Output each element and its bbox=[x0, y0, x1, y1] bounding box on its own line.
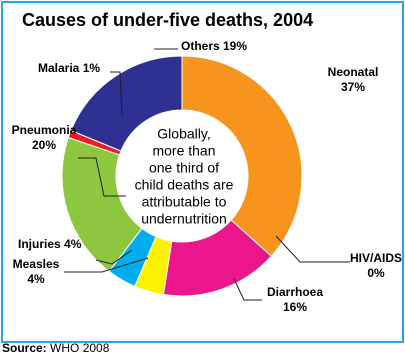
leader-line-diarrhoea bbox=[233, 278, 262, 301]
slice-label-pneumonia: Pneumonia bbox=[12, 123, 77, 137]
donut-chart: Causes of under-five deaths, 2004 Neonat… bbox=[12, 10, 402, 314]
slice-label-pneumonia: 20% bbox=[32, 138, 56, 152]
slice-label-injuries: Injuries 4% bbox=[18, 237, 82, 251]
slice-label-others: Others 19% bbox=[181, 39, 247, 53]
slice-label-measles: Measles bbox=[13, 257, 60, 271]
slice-label-diarrhoea: 16% bbox=[283, 300, 307, 314]
center-text-line: child deaths are bbox=[135, 177, 234, 193]
slice-label-measles: 4% bbox=[27, 272, 45, 286]
source-text: WHO 2008 bbox=[50, 341, 110, 355]
chart-title: Causes of under-five deaths, 2004 bbox=[22, 10, 313, 30]
slice-label-diarrhoea: Diarrhoea bbox=[267, 285, 323, 299]
leader-line-malaria bbox=[110, 71, 123, 117]
source-label: Source: bbox=[2, 341, 47, 355]
slice-label-malaria: Malaria 1% bbox=[38, 61, 100, 75]
leader-line-hiv-aids bbox=[275, 235, 350, 263]
center-text-line: more than bbox=[152, 143, 215, 159]
slice-label-hiv-aids: 0% bbox=[367, 266, 385, 280]
slice-label-neonatal: 37% bbox=[341, 80, 365, 94]
center-text-line: undernutrition bbox=[141, 211, 227, 227]
center-text-line: attributable to bbox=[142, 194, 227, 210]
leader-line-pneumonia bbox=[78, 157, 126, 197]
source-note: Source: WHO 2008 bbox=[2, 341, 109, 355]
leader-line-injuries bbox=[95, 249, 133, 265]
slice-others bbox=[70, 55, 183, 152]
center-text-line: one third of bbox=[149, 160, 219, 176]
leader-line-measles bbox=[64, 257, 149, 273]
slice-label-neonatal: Neonatal bbox=[328, 65, 379, 79]
center-text-line: Globally, bbox=[157, 126, 210, 142]
slice-label-hiv-aids: HIV/AIDS bbox=[350, 251, 402, 265]
